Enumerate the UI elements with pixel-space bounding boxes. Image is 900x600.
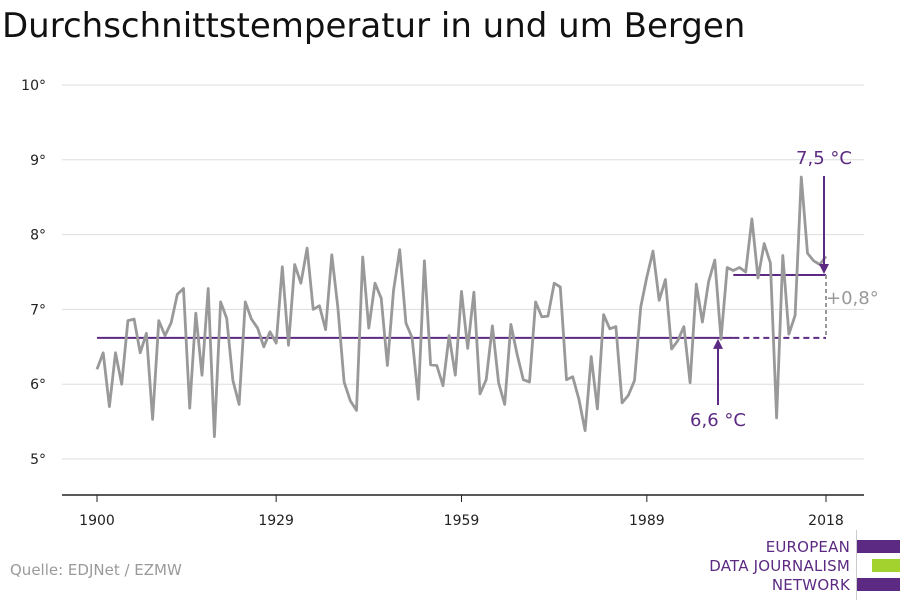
x-axis: 1900 1929 1959 1989 2018 [79, 495, 844, 529]
y-tick-label-5: 10° [21, 78, 46, 94]
annotation-recent-mean: 7,5 °C [796, 148, 852, 169]
annotation-difference: +0,8° [826, 288, 879, 309]
logo-bar-3 [856, 578, 900, 591]
chart-title: Durchschnittstemperatur in und um Bergen [2, 6, 746, 46]
x-tick-label-2: 1959 [444, 513, 480, 529]
y-tick-label-2: 7° [30, 302, 46, 318]
y-tick-label-3: 8° [30, 228, 46, 244]
edjnet-logo: EUROPEAN DATA JOURNALISM NETWORK [700, 530, 900, 600]
y-tick-label-4: 9° [30, 153, 46, 169]
x-tick-label-4: 2018 [808, 513, 844, 529]
logo-line-3: NETWORK [771, 576, 850, 594]
arrow-baseline-head [713, 338, 723, 349]
x-tick-label-3: 1989 [629, 513, 665, 529]
logo-bar-1 [856, 540, 900, 553]
annotations: 7,5 °C 6,6 °C +0,8° [690, 148, 879, 431]
arrow-recent-head [819, 263, 829, 274]
logo-divider [856, 530, 857, 600]
series-line-0 [95, 175, 828, 439]
logo-line-1: EUROPEAN [765, 538, 850, 556]
y-axis: 5° 6° 7° 8° 9° 10° [21, 78, 46, 468]
source-note: Quelle: EDJNet / EZMW [10, 561, 182, 579]
y-tick-label-0: 5° [30, 452, 46, 468]
reference-lines [97, 273, 827, 339]
logo-bar-2 [872, 559, 900, 572]
x-tick-label-1: 1929 [258, 513, 294, 529]
x-tick-label-0: 1900 [79, 513, 115, 529]
series-group [95, 175, 828, 439]
annotation-baseline-mean: 6,6 °C [690, 410, 746, 431]
logo-line-2: DATA JOURNALISM [709, 557, 850, 575]
y-tick-label-1: 6° [30, 377, 46, 393]
